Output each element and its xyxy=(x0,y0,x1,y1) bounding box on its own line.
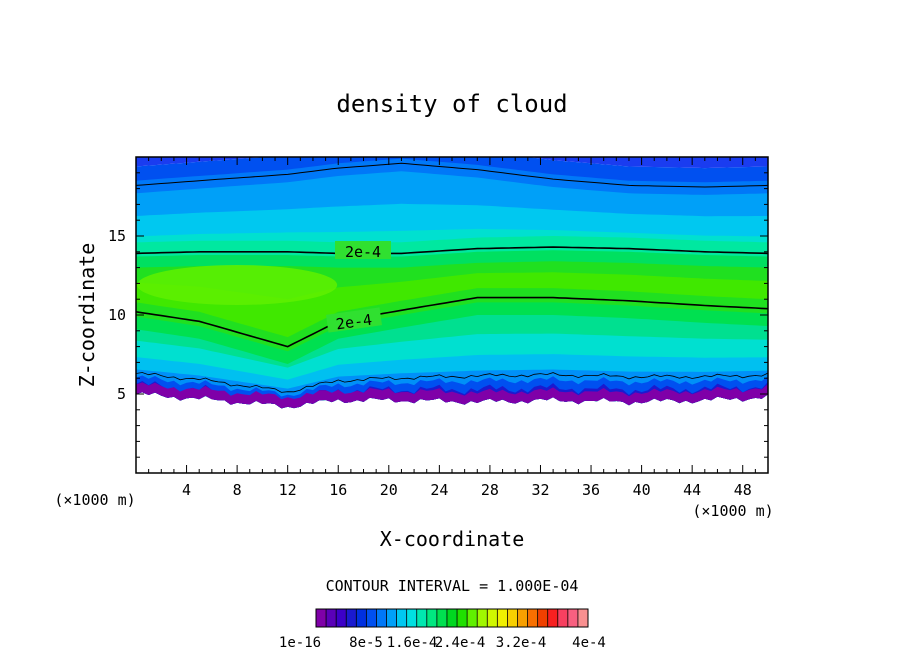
x-tick-label: 16 xyxy=(329,481,347,499)
colorbar-swatch xyxy=(547,609,559,627)
colorbar-swatch xyxy=(497,609,508,627)
contour-line-low xyxy=(136,372,768,393)
colorbar-frame xyxy=(315,608,589,628)
x-tick-label: 24 xyxy=(430,481,448,499)
z-unit-label: (×1000 m) xyxy=(54,491,135,509)
colorbar-swatch xyxy=(446,609,458,627)
colorbar-labels: 1e-16 8e-5 1.6e-42.4e-4 3.2e-4 4e-4 xyxy=(279,635,606,651)
colorbar-swatch xyxy=(326,609,337,627)
density-band-top xyxy=(136,157,768,169)
colorbar-swatch xyxy=(376,609,388,627)
colorbar-swatch xyxy=(567,609,579,627)
x-tick-label: 4 xyxy=(182,481,191,499)
colorbar-tick-label: 3.2e-4 xyxy=(496,635,547,651)
colorbar-swatch xyxy=(436,609,448,627)
colorbar-swatch xyxy=(396,609,408,627)
colorbar-swatch xyxy=(487,609,498,627)
x-tick-label: 40 xyxy=(633,481,651,499)
x-tick-label: 20 xyxy=(380,481,398,499)
contour-line-top xyxy=(136,162,768,188)
colorbar-swatch xyxy=(356,609,367,627)
chart-title: density of cloud xyxy=(336,90,567,118)
colorbar-tick-label: 1.6e-4 xyxy=(387,635,438,651)
density-bands xyxy=(136,157,768,409)
colorbar-swatch xyxy=(386,609,398,627)
colorbar-swatch xyxy=(406,609,418,627)
y-tick-label: 5 xyxy=(117,385,126,403)
contour-line-2e-4-upper xyxy=(136,246,768,255)
colorbar-swatch xyxy=(577,609,589,627)
colorbar-swatch xyxy=(557,609,569,627)
colorbar-swatch xyxy=(477,609,488,627)
colorbar-swatch xyxy=(346,609,357,627)
x-tick-label: 32 xyxy=(531,481,549,499)
colorbar-swatch xyxy=(537,609,549,627)
colorbar-swatch xyxy=(426,609,438,627)
contour-label-gap-upper xyxy=(335,241,391,259)
x-tick-label: 8 xyxy=(233,481,242,499)
y-tick-label: 15 xyxy=(108,227,126,245)
x-axis-label: X-coordinate xyxy=(380,527,525,551)
contour-line-2e-4-lower xyxy=(136,296,768,348)
contour-interval-text: CONTOUR INTERVAL = 1.000E-04 xyxy=(326,577,579,595)
y-tick-labels: 5 10 15 xyxy=(108,227,126,403)
colorbar-tick-label: 2.4e-4 xyxy=(435,635,486,651)
contour-label-upper: 2e-4 xyxy=(345,243,381,261)
contour-label-gap-lower xyxy=(326,307,382,333)
colorbar-tick-label: 4e-4 xyxy=(572,635,606,651)
x-tick-label: 48 xyxy=(734,481,752,499)
colorbar xyxy=(315,608,589,628)
x-tick-labels: 4 8 12 16 20 24 28 32 36 40 44 48 xyxy=(182,481,752,499)
axis-ticks xyxy=(136,157,768,473)
y-tick-label: 10 xyxy=(108,306,126,324)
colorbar-swatch xyxy=(336,609,347,627)
colorbar-swatch xyxy=(366,609,377,627)
contour-label-lower: 2e-4 xyxy=(335,311,373,334)
x-tick-label: 36 xyxy=(582,481,600,499)
colorbar-swatch xyxy=(517,609,529,627)
x-tick-label: 44 xyxy=(683,481,701,499)
colorbar-swatch xyxy=(416,609,428,627)
colorbar-swatch xyxy=(457,609,468,627)
colorbar-swatch xyxy=(316,609,327,627)
colorbar-swatch xyxy=(507,609,518,627)
contour-lines xyxy=(136,162,768,393)
y-axis-label: Z-coordinate xyxy=(75,243,99,388)
density-band-19 xyxy=(136,382,768,409)
colorbar-tick-label: 1e-16 xyxy=(279,635,321,651)
density-max-region xyxy=(137,264,338,305)
x-tick-label: 28 xyxy=(481,481,499,499)
x-unit-label: (×1000 m) xyxy=(692,502,773,520)
colorbar-tick-label: 8e-5 xyxy=(349,635,383,651)
colorbar-swatch xyxy=(527,609,539,627)
colorbar-swatch xyxy=(467,609,478,627)
x-tick-label: 12 xyxy=(279,481,297,499)
